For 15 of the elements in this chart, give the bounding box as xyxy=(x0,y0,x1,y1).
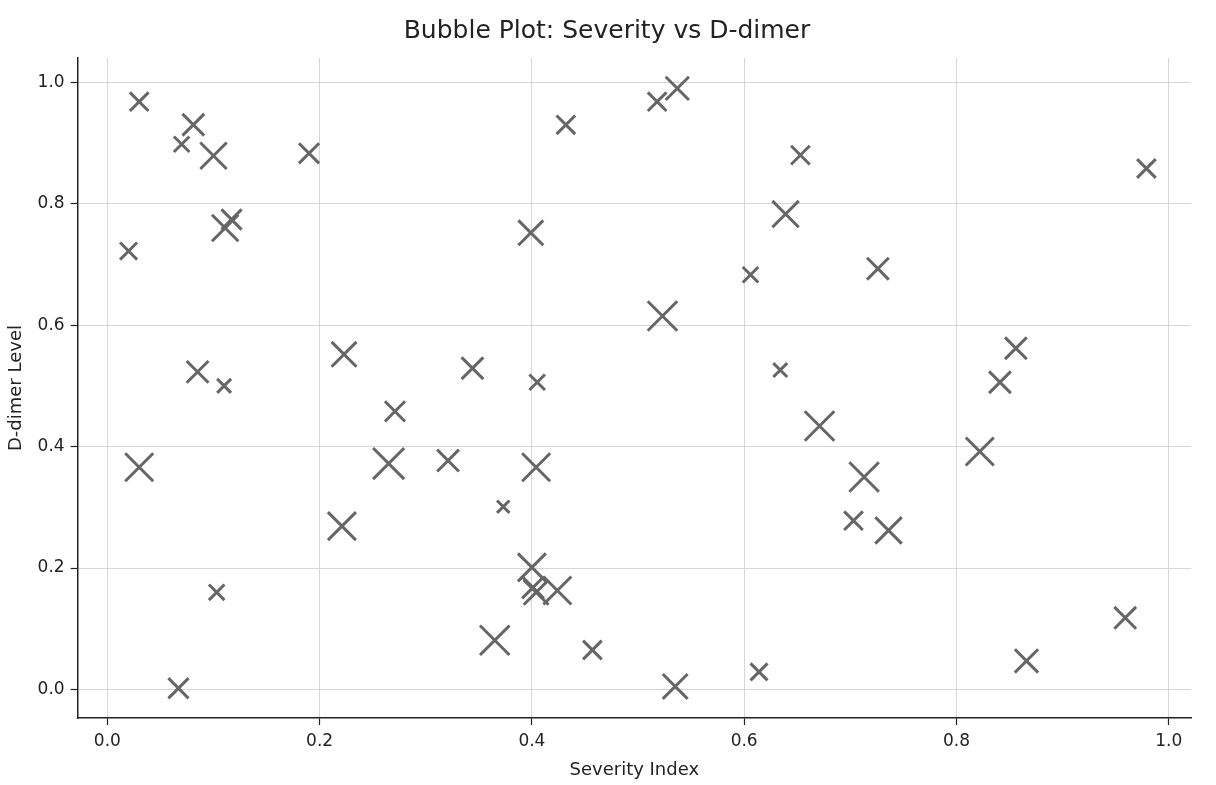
y-axis-title: D-dimer Level xyxy=(4,324,26,452)
x-tick-label: 0.6 xyxy=(730,729,758,750)
x-tick-label: 0.8 xyxy=(942,729,970,750)
y-tick-label: 0.8 xyxy=(37,192,65,213)
y-tick-label: 0.2 xyxy=(37,556,65,577)
x-tick-label: 0.4 xyxy=(518,729,546,750)
y-tick-label: 1.0 xyxy=(37,70,65,91)
x-tick-label: 1.0 xyxy=(1155,729,1183,750)
chart-title: Bubble Plot: Severity vs D-dimer xyxy=(403,14,811,44)
x-tick-label: 0.0 xyxy=(93,729,121,750)
x-tick-label: 0.2 xyxy=(306,729,334,750)
x-axis-title: Severity Index xyxy=(569,757,700,779)
y-tick-label: 0.0 xyxy=(37,677,65,698)
y-tick-label: 0.6 xyxy=(37,313,65,334)
y-tick-label: 0.4 xyxy=(37,435,65,456)
